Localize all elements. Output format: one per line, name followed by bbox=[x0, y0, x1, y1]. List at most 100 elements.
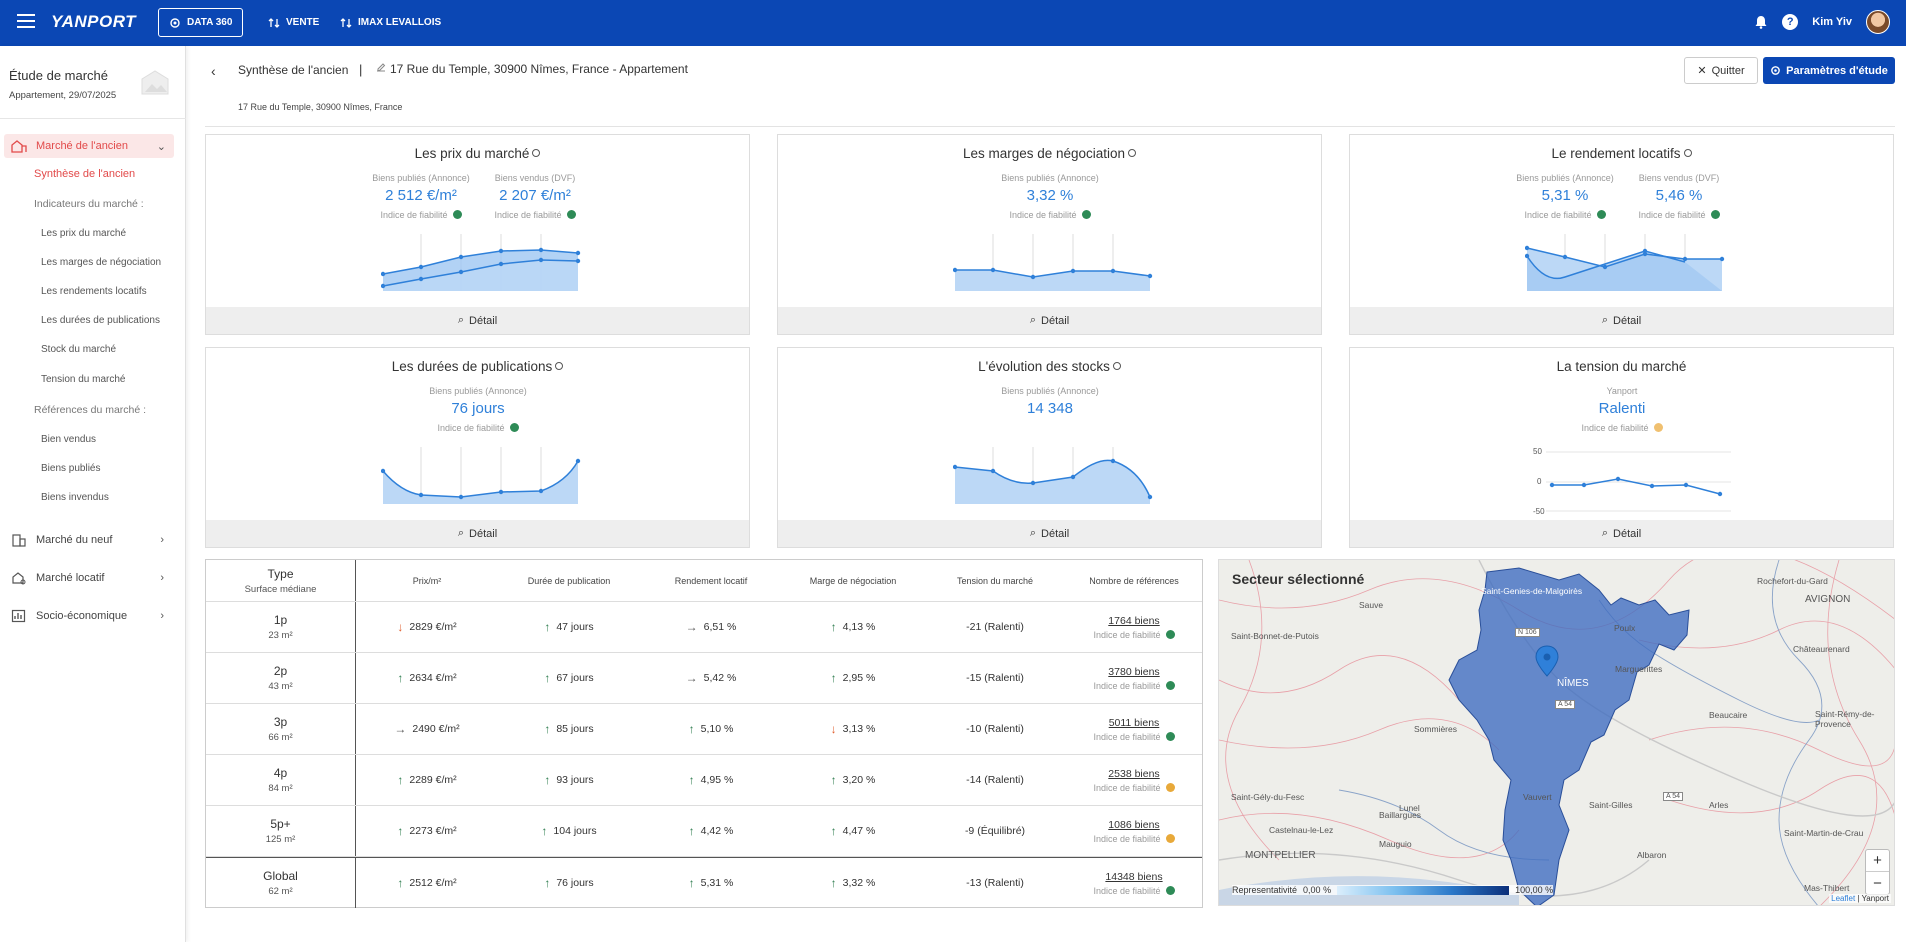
metric-label: Biens publiés (Annonce) bbox=[1516, 173, 1614, 183]
metric-label: Biens vendus (DVF) bbox=[494, 173, 576, 183]
cell-value: 5,10 % bbox=[700, 723, 734, 735]
refs-link[interactable]: 14348 biens bbox=[1105, 870, 1163, 883]
detail-button[interactable]: ⌕ Détail bbox=[1350, 307, 1893, 334]
cell-value: 4,47 % bbox=[842, 825, 876, 837]
trend-up-icon: ↑ bbox=[397, 824, 404, 838]
notification-icon[interactable] bbox=[1754, 15, 1768, 29]
metric-annonce: Biens publiés (Annonce) 5,31 % Indice de… bbox=[1500, 173, 1630, 220]
quit-button[interactable]: ✕ Quitter bbox=[1684, 57, 1758, 84]
cell-value: 2,95 % bbox=[842, 672, 876, 684]
sidebar-item-tension[interactable]: Tension du marché bbox=[41, 374, 126, 385]
detail-button[interactable]: ⌕ Détail bbox=[778, 520, 1321, 547]
nav-data360-button[interactable]: DATA 360 bbox=[158, 8, 244, 37]
help-icon[interactable]: ? bbox=[1782, 14, 1799, 30]
trend-up-icon: ↑ bbox=[544, 876, 551, 890]
logo[interactable]: YANPORT bbox=[51, 12, 137, 31]
refs-link[interactable]: 3780 biens bbox=[1108, 665, 1160, 678]
info-icon[interactable] bbox=[1128, 149, 1137, 157]
detail-button[interactable]: ⌕ Détail bbox=[1350, 520, 1893, 547]
type-label: 2p bbox=[273, 664, 288, 678]
yield-sparkline bbox=[1525, 234, 1725, 291]
refs-link[interactable]: 5011 biens bbox=[1108, 716, 1160, 729]
zoom-in-button[interactable]: + bbox=[1866, 850, 1889, 872]
cell-value: 2490 €/m² bbox=[412, 723, 460, 735]
sidebar-item-durees[interactable]: Les durées de publications bbox=[41, 315, 160, 326]
zoom-out-button[interactable]: − bbox=[1873, 874, 1882, 892]
cell-value: 76 jours bbox=[556, 877, 594, 889]
sidebar-item-vendus[interactable]: Bien vendus bbox=[41, 434, 97, 445]
refs-link[interactable]: 1764 biens bbox=[1108, 614, 1160, 627]
header-type: Type Surface médiane bbox=[206, 560, 356, 601]
study-settings-button[interactable]: Paramètres d'étude bbox=[1763, 57, 1895, 84]
reliability-label: Indice de fiabilité bbox=[1581, 423, 1649, 433]
user-name[interactable]: Kim Yiv bbox=[1812, 16, 1852, 28]
sidebar-item-socio[interactable]: Socio-économique › bbox=[0, 606, 186, 626]
detail-button[interactable]: ⌕ Détail bbox=[206, 307, 749, 334]
map-place-label: Rochefort-du-Gard bbox=[1757, 576, 1828, 586]
back-chevron-icon[interactable]: ‹ bbox=[211, 63, 216, 79]
header-marge: Marge de négociation bbox=[809, 575, 897, 586]
card-title-text: Les durées de publications bbox=[391, 359, 553, 374]
info-icon[interactable] bbox=[1683, 149, 1692, 157]
detail-icon: ⌕ bbox=[1029, 527, 1037, 539]
legend-min: 0,00 % bbox=[1303, 885, 1332, 895]
header-rendement: Rendement locatif bbox=[674, 575, 748, 586]
reliability: Indice de fiabilité bbox=[1093, 833, 1175, 844]
table-header-row: Type Surface médiane Prix/m² Durée de pu… bbox=[206, 560, 1202, 602]
reliability-dot bbox=[509, 423, 519, 432]
edit-icon[interactable] bbox=[375, 61, 387, 73]
nav-agency-button[interactable]: IMAX LEVALLOIS bbox=[330, 8, 451, 37]
refs-link[interactable]: 1086 biens bbox=[1108, 818, 1160, 831]
info-icon[interactable] bbox=[555, 362, 564, 370]
cell-prix: ↑ 2512 €/m² bbox=[356, 858, 498, 908]
cell-prix: ↑ 2634 €/m² bbox=[356, 653, 498, 703]
detail-icon: ⌕ bbox=[457, 314, 465, 326]
nav-vente-button[interactable]: VENTE bbox=[258, 8, 329, 37]
sidebar-item-publies[interactable]: Biens publiés bbox=[41, 463, 101, 474]
reliability-label: Indice de fiabilité bbox=[1093, 629, 1161, 640]
map-place-label: Baillargues bbox=[1379, 810, 1422, 820]
sidebar-item-rendements[interactable]: Les rendements locatifs bbox=[41, 286, 147, 297]
sidebar-item-stock[interactable]: Stock du marché bbox=[41, 344, 117, 355]
chevron-right-icon: › bbox=[160, 572, 164, 584]
reliability-label: Indice de fiabilité bbox=[1093, 731, 1161, 742]
detail-label: Détail bbox=[469, 527, 498, 540]
sidebar-item-marche-locatif[interactable]: Marché locatif › bbox=[0, 568, 186, 588]
leaflet-link[interactable]: Leaflet bbox=[1831, 894, 1856, 903]
cell-duree: ↑ 47 jours bbox=[498, 602, 640, 652]
table-row: 5p+ 125 m² ↑ 2273 €/m² ↑ 104 jours ↑ 4,42 % ↑ 4,4… bbox=[206, 806, 1202, 857]
swap-icon bbox=[340, 17, 352, 28]
sidebar-item-marges[interactable]: Les marges de négociation bbox=[41, 257, 162, 268]
menu-icon[interactable] bbox=[17, 14, 35, 28]
sidebar-item-invendus[interactable]: Biens invendus bbox=[41, 492, 109, 503]
cell-refs: 1764 biens Indice de fiabilité bbox=[1066, 602, 1202, 652]
cell-value: 2289 €/m² bbox=[409, 774, 457, 786]
trend-up-icon: ↑ bbox=[688, 876, 695, 890]
detail-button[interactable]: ⌕ Détail bbox=[778, 307, 1321, 334]
cell-tension: -9 (Équilibré) bbox=[964, 825, 1026, 837]
map-canvas[interactable] bbox=[1219, 560, 1895, 906]
info-icon[interactable] bbox=[532, 149, 541, 157]
detail-button[interactable]: ⌕ Détail bbox=[206, 520, 749, 547]
sector-map[interactable]: Secteur sélectionné Saint-Genies-de-Malg… bbox=[1218, 559, 1895, 906]
cell-tension: -10 (Ralenti) bbox=[966, 723, 1024, 735]
reliability-dot bbox=[1165, 833, 1175, 843]
info-icon[interactable] bbox=[1112, 362, 1121, 370]
type-label: Global bbox=[263, 869, 298, 883]
cell-tension: -13 (Ralenti) bbox=[966, 877, 1024, 889]
sidebar-item-marche-neuf[interactable]: Marché du neuf › bbox=[0, 530, 186, 550]
cell-marge: ↑ 3,32 % bbox=[782, 858, 924, 908]
map-place-label: Lunel bbox=[1399, 803, 1420, 813]
cell-type: 2p 43 m² bbox=[206, 653, 356, 703]
reliability-label: Indice de fiabilité bbox=[1009, 210, 1077, 220]
sidebar-item-synthese[interactable]: Synthèse de l'ancien bbox=[34, 168, 136, 180]
sidebar-item-marche-ancien[interactable]: Marché de l'ancien ⌄ bbox=[4, 134, 174, 158]
cell-refs: 14348 biens Indice de fiabilité bbox=[1066, 858, 1202, 908]
metric-value: Ralenti bbox=[1598, 400, 1646, 417]
metric-label: Biens publiés (Annonce) bbox=[429, 386, 527, 396]
study-settings-label: Paramètres d'étude bbox=[1786, 64, 1888, 77]
reliability: Indice de fiabilité bbox=[1500, 210, 1630, 220]
sidebar-item-prix[interactable]: Les prix du marché bbox=[41, 228, 127, 239]
refs-link[interactable]: 2538 biens bbox=[1108, 767, 1160, 780]
avatar[interactable] bbox=[1866, 10, 1890, 34]
